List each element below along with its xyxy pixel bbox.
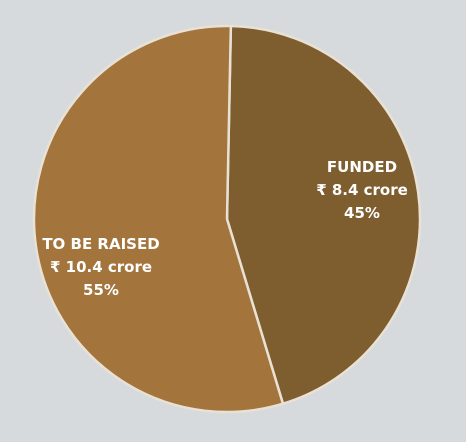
pie-slice-funded <box>225 24 422 405</box>
pie-slice-to-be-raised <box>32 24 285 414</box>
slice-label-to-be-raised-name: TO BE RAISED <box>42 235 159 253</box>
slice-label-to-be-raised-amount: ₹ 10.4 crore <box>50 258 152 276</box>
slice-label-to-be-raised-percent: 55% <box>83 281 119 299</box>
slice-label-funded-amount: ₹ 8.4 crore <box>316 181 408 199</box>
slice-label-funded-percent: 45% <box>344 204 380 222</box>
slice-label-funded-name: FUNDED <box>327 158 397 176</box>
